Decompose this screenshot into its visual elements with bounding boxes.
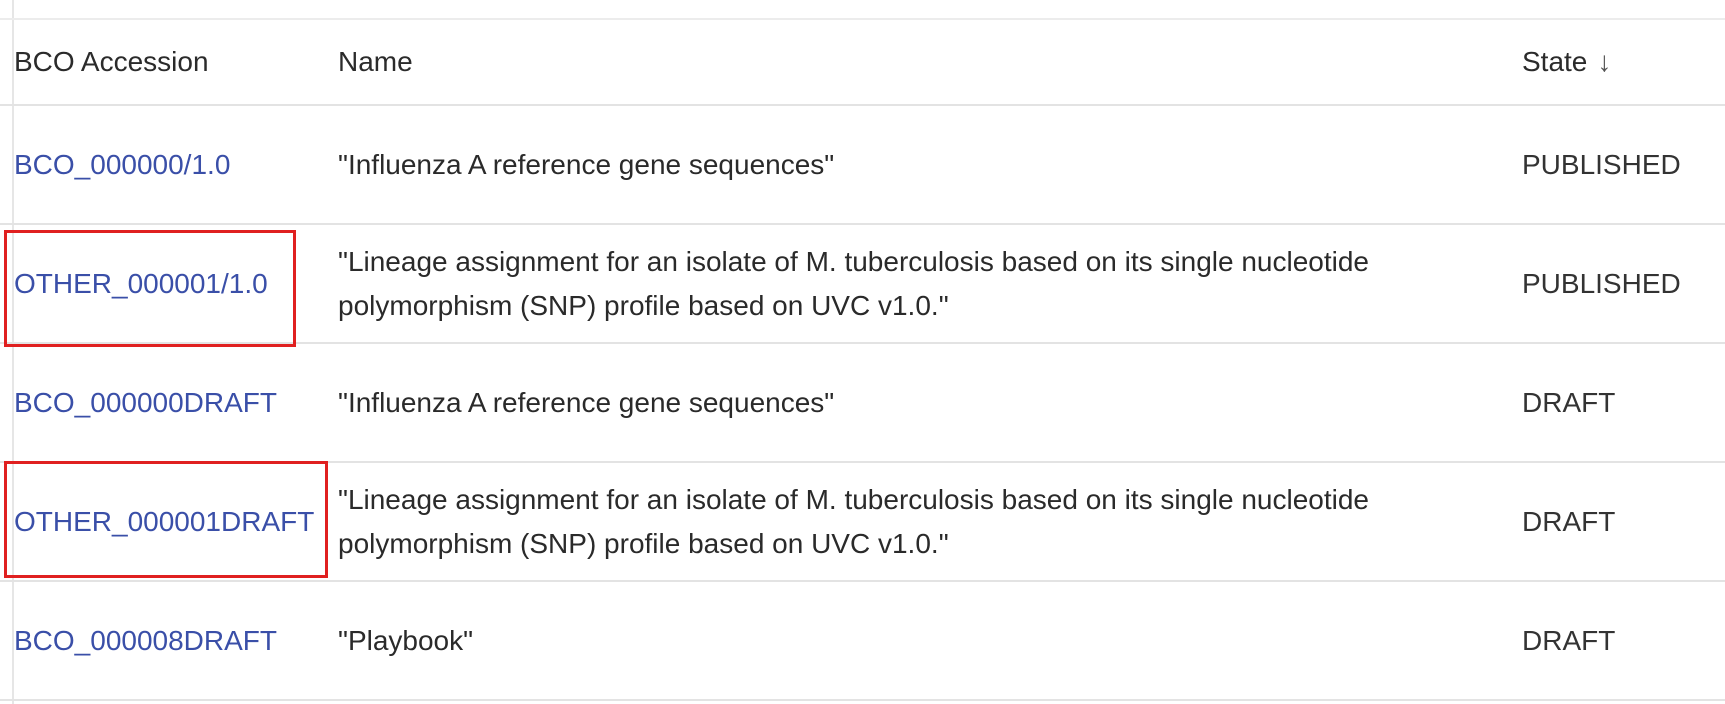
- accession-link[interactable]: BCO_000000DRAFT: [14, 386, 278, 418]
- panel-top-divider: [0, 18, 1725, 20]
- name-text: "Lineage assignment for an isolate of M.…: [338, 483, 1369, 559]
- table-row: OTHER_000001DRAFT "Lineage assignment fo…: [0, 462, 1725, 582]
- state-cell: PUBLISHED: [1521, 105, 1725, 225]
- state-cell: DRAFT: [1521, 343, 1725, 463]
- name-text: "Influenza A reference gene sequences": [338, 386, 835, 418]
- state-cell: DRAFT: [1521, 581, 1725, 701]
- table-row: BCO_000000DRAFT "Influenza A reference g…: [0, 343, 1725, 463]
- accession-link[interactable]: OTHER_000001DRAFT: [14, 505, 315, 537]
- accession-cell: BCO_000000/1.0: [0, 105, 336, 225]
- accession-link[interactable]: BCO_000000/1.0: [14, 148, 231, 180]
- accession-cell: BCO_000000DRAFT: [0, 343, 336, 463]
- table-row: OTHER_000001/1.0 "Lineage assignment for…: [0, 224, 1725, 344]
- name-text: "Playbook": [338, 624, 474, 656]
- column-header-state-label: State: [1522, 46, 1588, 77]
- table-header: BCO Accession Name State ↓: [0, 20, 1725, 106]
- accession-cell: OTHER_000001/1.0: [0, 224, 336, 344]
- name-cell: "Influenza A reference gene sequences": [336, 343, 1521, 463]
- state-cell: PUBLISHED: [1521, 224, 1725, 344]
- name-text: "Influenza A reference gene sequences": [338, 148, 835, 180]
- state-text: DRAFT: [1522, 505, 1616, 537]
- header-row: BCO Accession Name State ↓: [0, 20, 1725, 106]
- state-text: PUBLISHED: [1522, 148, 1681, 180]
- table-row: BCO_000000/1.0 "Influenza A reference ge…: [0, 105, 1725, 225]
- name-cell: "Lineage assignment for an isolate of M.…: [336, 224, 1521, 344]
- name-text: "Lineage assignment for an isolate of M.…: [338, 245, 1369, 321]
- state-cell: DRAFT: [1521, 462, 1725, 582]
- column-header-state[interactable]: State ↓: [1521, 20, 1725, 106]
- state-text: DRAFT: [1522, 624, 1616, 656]
- name-cell: "Influenza A reference gene sequences": [336, 105, 1521, 225]
- column-header-accession[interactable]: BCO Accession: [0, 20, 336, 106]
- name-cell: "Lineage assignment for an isolate of M.…: [336, 462, 1521, 582]
- accession-link[interactable]: BCO_000008DRAFT: [14, 624, 278, 656]
- state-text: DRAFT: [1522, 386, 1616, 418]
- state-text: PUBLISHED: [1522, 267, 1681, 299]
- accession-cell: BCO_000008DRAFT: [0, 581, 336, 701]
- accession-link[interactable]: OTHER_000001/1.0: [14, 267, 268, 299]
- table-body: BCO_000000/1.0 "Influenza A reference ge…: [0, 105, 1725, 701]
- table-row: BCO_000008DRAFT "Playbook" DRAFT: [0, 581, 1725, 701]
- bco-table: BCO Accession Name State ↓ BCO_000000/1.0…: [0, 20, 1725, 701]
- column-header-accession-label: BCO Accession: [14, 46, 209, 77]
- column-header-name-label: Name: [338, 46, 413, 77]
- name-cell: "Playbook": [336, 581, 1521, 701]
- sort-descending-icon[interactable]: ↓: [1597, 46, 1612, 77]
- accession-cell: OTHER_000001DRAFT: [0, 462, 336, 582]
- column-header-name[interactable]: Name: [336, 20, 1521, 106]
